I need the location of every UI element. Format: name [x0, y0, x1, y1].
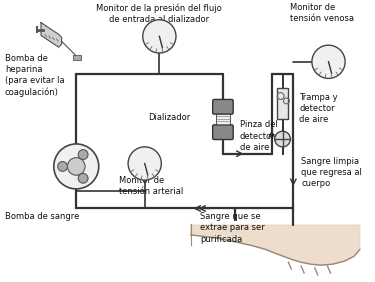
- Text: Monitor de
tensión arterial: Monitor de tensión arterial: [119, 176, 183, 196]
- FancyBboxPatch shape: [213, 125, 233, 140]
- Text: Sangre que se
extrae para ser
purificada: Sangre que se extrae para ser purificada: [200, 212, 265, 244]
- Circle shape: [78, 173, 88, 183]
- Text: Monitor de
tensión venosa: Monitor de tensión venosa: [290, 3, 354, 23]
- Bar: [216, 113, 230, 126]
- Text: Bomba de sangre: Bomba de sangre: [5, 212, 79, 221]
- Circle shape: [68, 158, 85, 175]
- FancyBboxPatch shape: [213, 100, 233, 114]
- Text: Sangre limpia
que regresa al
cuerpo: Sangre limpia que regresa al cuerpo: [301, 157, 362, 188]
- Polygon shape: [190, 225, 360, 265]
- Polygon shape: [41, 23, 62, 47]
- Circle shape: [275, 131, 290, 147]
- Circle shape: [54, 144, 99, 189]
- Bar: [74, 55, 81, 60]
- Circle shape: [312, 45, 345, 78]
- Text: Trampa y
detector
de aire: Trampa y detector de aire: [299, 93, 338, 124]
- Circle shape: [143, 20, 176, 53]
- Circle shape: [58, 162, 68, 171]
- Bar: [277, 88, 288, 120]
- Text: Monitor de la presión del flujo
de entrada al dializador: Monitor de la presión del flujo de entra…: [96, 3, 222, 24]
- Circle shape: [78, 150, 88, 159]
- Text: Bomba de
heparina
(para evitar la
coagulación): Bomba de heparina (para evitar la coagul…: [5, 54, 64, 97]
- Circle shape: [128, 147, 161, 180]
- Text: Dializador: Dializador: [148, 113, 190, 122]
- Text: Pinza del
detector
de aire: Pinza del detector de aire: [240, 120, 278, 152]
